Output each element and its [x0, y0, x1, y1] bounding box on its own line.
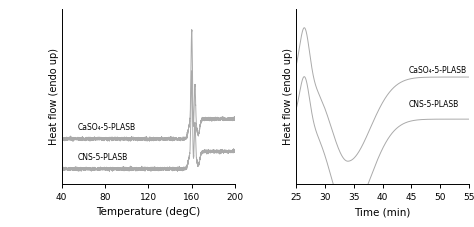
- Text: CNS-5-PLASB: CNS-5-PLASB: [78, 153, 128, 162]
- Text: CNS-5-PLASB: CNS-5-PLASB: [409, 101, 459, 109]
- X-axis label: Temperature (degC): Temperature (degC): [96, 207, 201, 217]
- Y-axis label: Heat flow (endo up): Heat flow (endo up): [49, 48, 59, 145]
- Text: CaSO₄-5-PLASB: CaSO₄-5-PLASB: [409, 66, 467, 74]
- Text: CaSO₄-5-PLASB: CaSO₄-5-PLASB: [78, 123, 136, 132]
- X-axis label: Time (min): Time (min): [355, 207, 410, 217]
- Y-axis label: Heat flow (endo up): Heat flow (endo up): [283, 48, 293, 145]
